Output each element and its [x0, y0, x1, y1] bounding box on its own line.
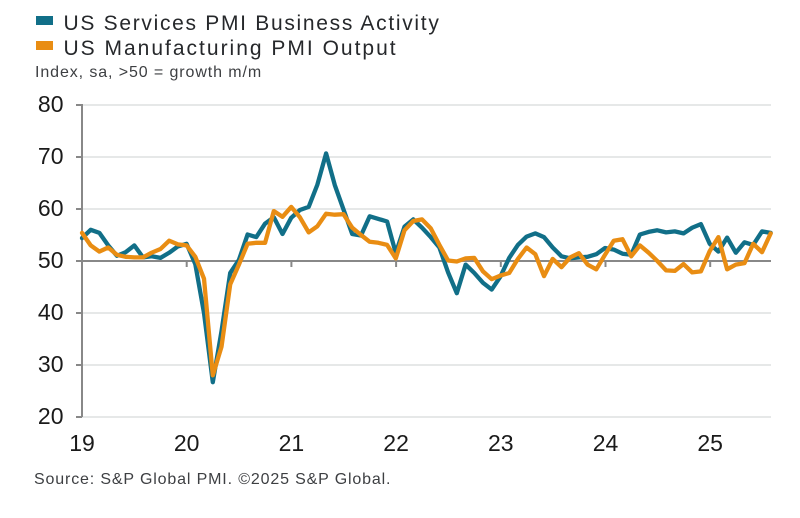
svg-text:30: 30 — [38, 351, 64, 377]
svg-text:20: 20 — [174, 430, 200, 456]
svg-text:23: 23 — [488, 430, 514, 456]
svg-text:60: 60 — [38, 195, 64, 221]
svg-text:40: 40 — [38, 299, 64, 325]
svg-text:80: 80 — [38, 91, 64, 117]
svg-text:Source: S&P Global PMI. ©2025: Source: S&P Global PMI. ©2025 S&P Global… — [34, 471, 391, 488]
svg-text:25: 25 — [697, 430, 723, 456]
svg-text:20: 20 — [38, 403, 64, 429]
svg-text:22: 22 — [383, 430, 409, 456]
svg-text:US Manufacturing PMI Output: US Manufacturing PMI Output — [64, 37, 398, 60]
svg-text:19: 19 — [69, 430, 95, 456]
svg-text:50: 50 — [38, 247, 64, 273]
svg-text:US Services PMI Business Activ: US Services PMI Business Activity — [64, 12, 441, 35]
svg-text:70: 70 — [38, 143, 64, 169]
svg-text:Index, sa, >50 = growth m/m: Index, sa, >50 = growth m/m — [35, 64, 262, 81]
svg-text:24: 24 — [593, 430, 619, 456]
svg-text:21: 21 — [279, 430, 305, 456]
